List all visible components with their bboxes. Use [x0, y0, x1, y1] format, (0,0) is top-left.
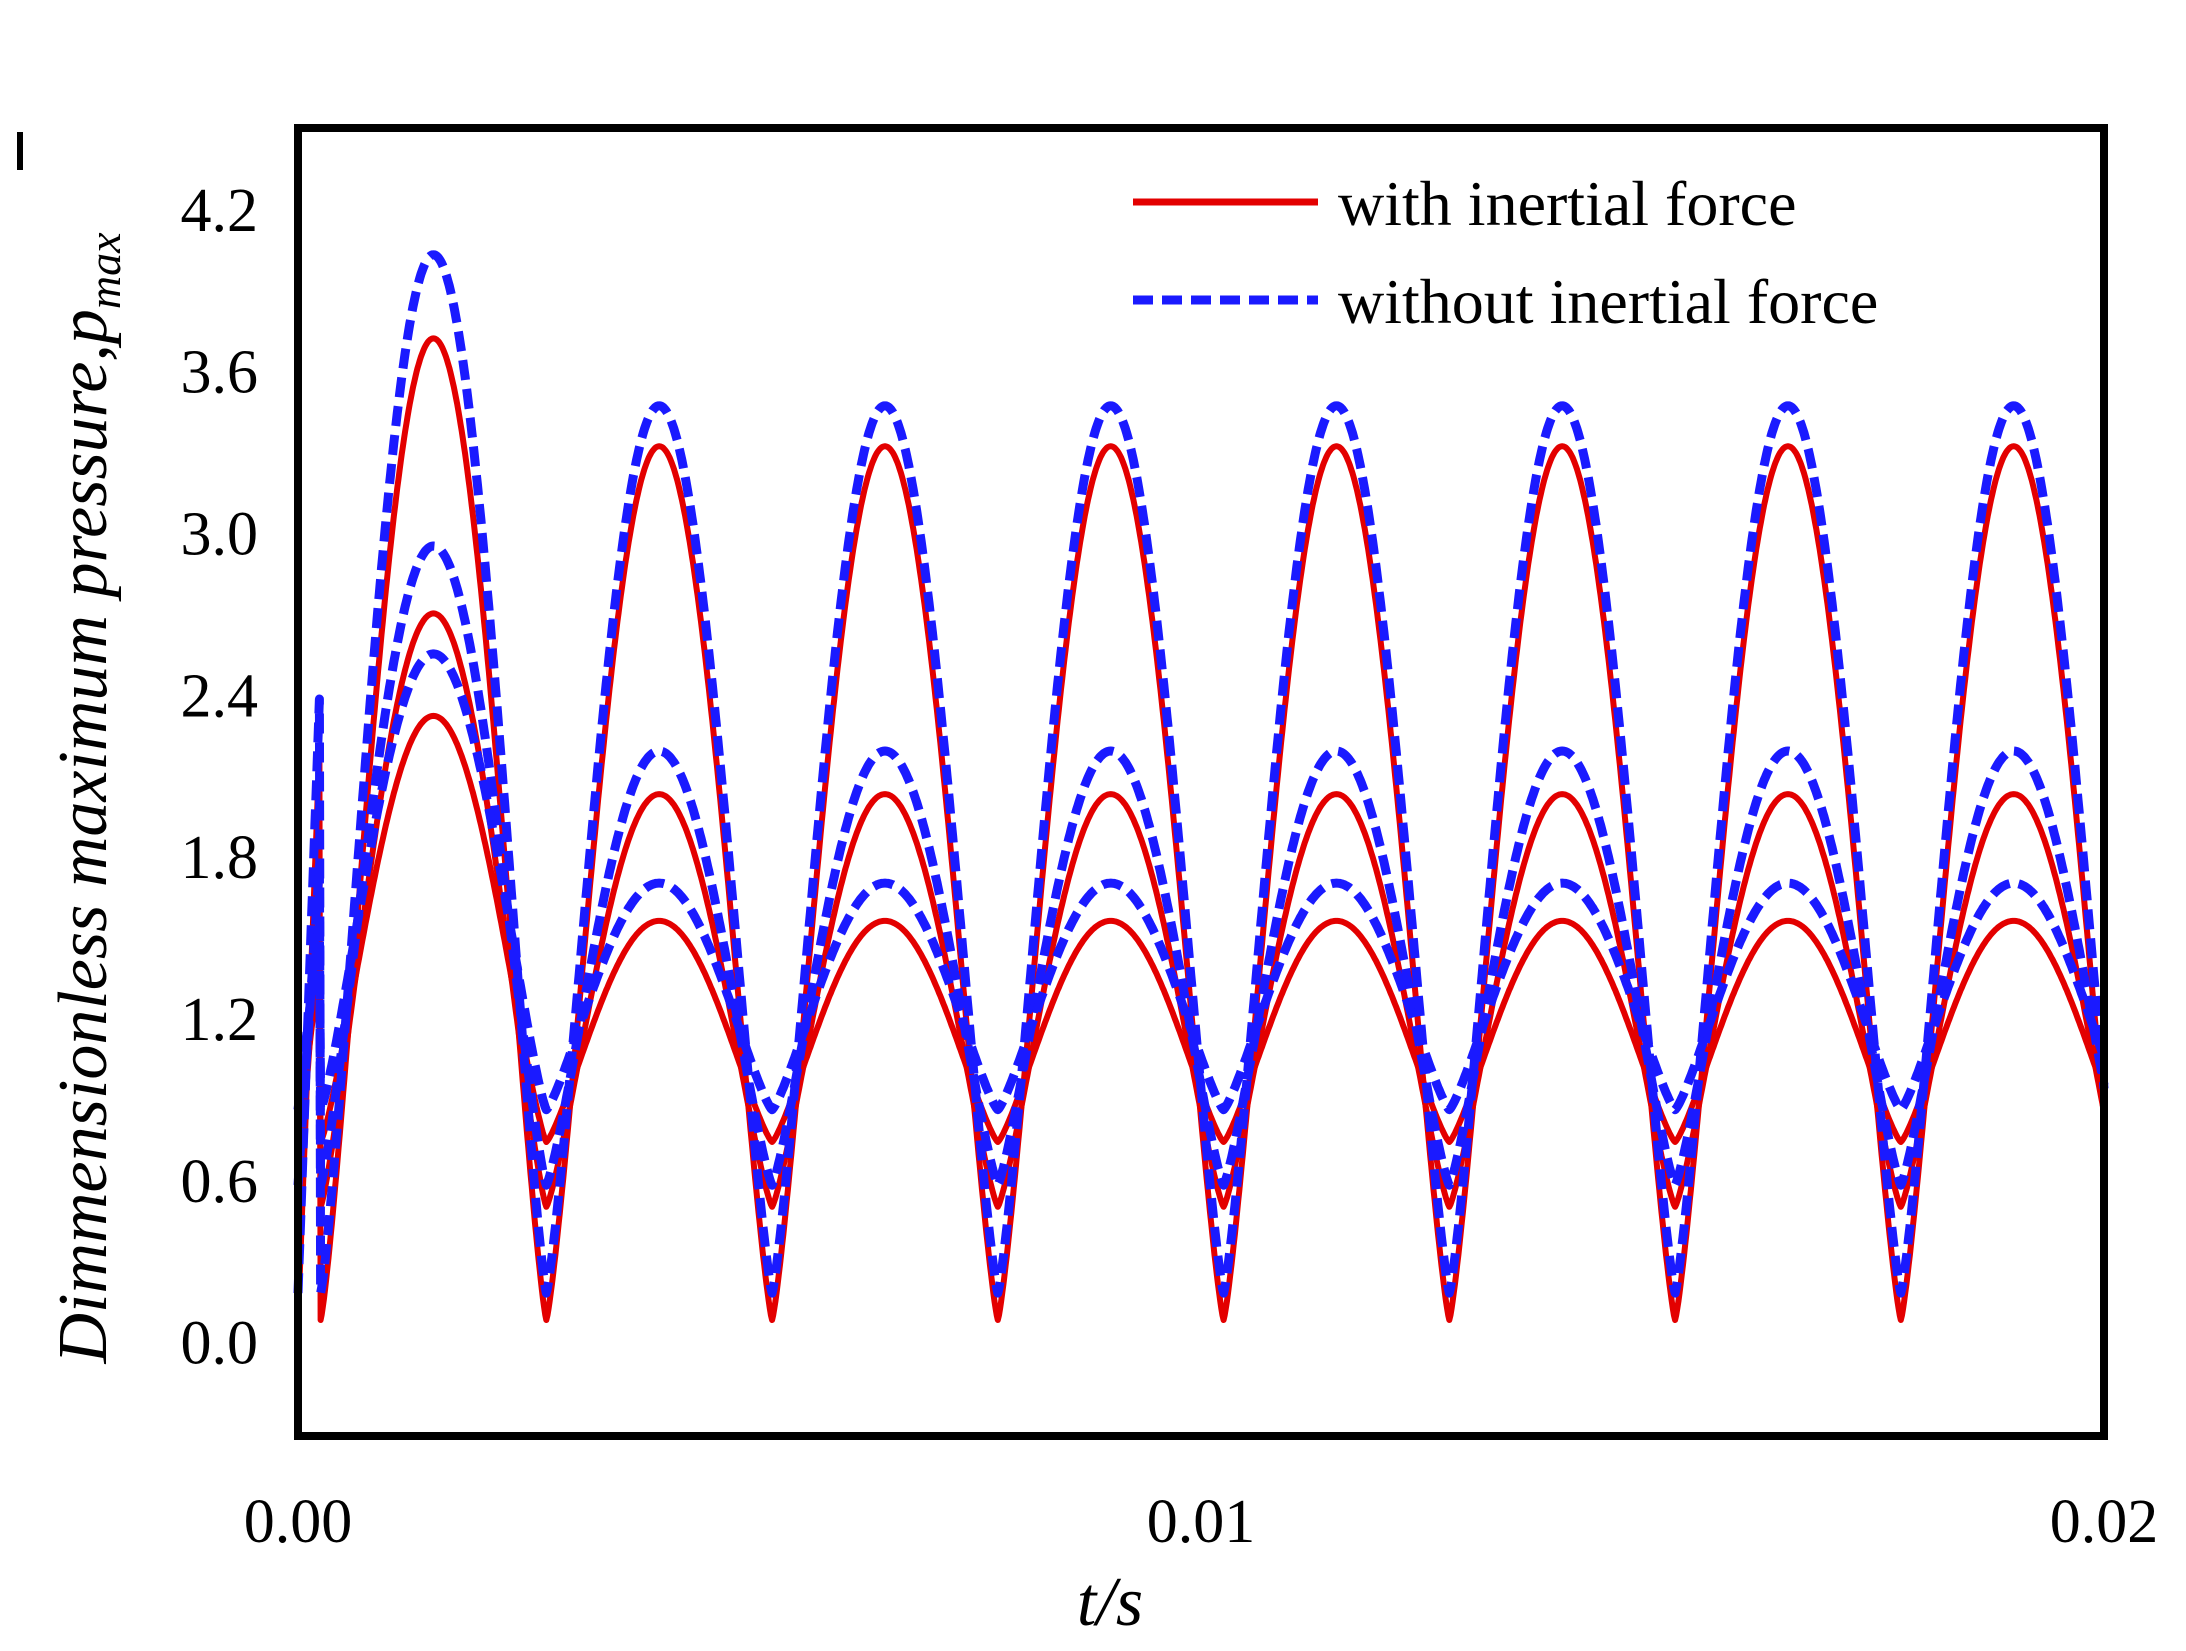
series-line-with-inertial-high: [295, 335, 2107, 1323]
x-axis-title: t/s: [1077, 1564, 1143, 1641]
y-tick-label: 1.2: [181, 986, 259, 1054]
series-line-without-inertial-mid: [293, 541, 2109, 1190]
y-tick-label: 0.0: [181, 1310, 259, 1378]
legend-label-without-inertial-force: without inertial force: [1338, 266, 1878, 337]
y-tick-label: 2.4: [181, 662, 259, 730]
y-axis-title-sub: max: [79, 232, 130, 309]
y-axis-title: Dimmensionless maximum pressure,pmax: [45, 232, 130, 1365]
y-tick-label: 3.6: [181, 339, 259, 407]
series-line-without-inertial-low: [293, 649, 2109, 1115]
series-line-with-inertial-mid: [295, 610, 2107, 1210]
y-axis-title-main: Dimmensionless maximum pressure,p: [45, 309, 122, 1364]
y-tick-label: 3.0: [181, 501, 259, 569]
x-tick-labels: 0.00 0.01 0.02: [244, 1488, 2159, 1556]
y-tick-labels: 0.0 0.6 1.2 1.8 2.4 3.0 3.6 4.2: [181, 177, 259, 1378]
y-tick-label: 1.8: [181, 824, 259, 892]
x-tick-label: 0.00: [244, 1488, 353, 1556]
plot-frame: [294, 124, 2108, 1440]
legend-label-with-inertial-force: with inertial force: [1338, 168, 1796, 239]
series-line-without-inertial-high: [293, 250, 2109, 1298]
legend: with inertial force without inertial for…: [1133, 168, 1878, 337]
y-axis-title-group: Dimmensionless maximum pressure,pmax: [45, 232, 130, 1365]
series-layer: [293, 250, 2109, 1323]
y-tick-label: 0.6: [181, 1148, 259, 1216]
x-tick-label: 0.01: [1147, 1488, 1256, 1556]
x-tick-label: 0.02: [2050, 1488, 2159, 1556]
y-tick-label: 4.2: [181, 177, 259, 245]
